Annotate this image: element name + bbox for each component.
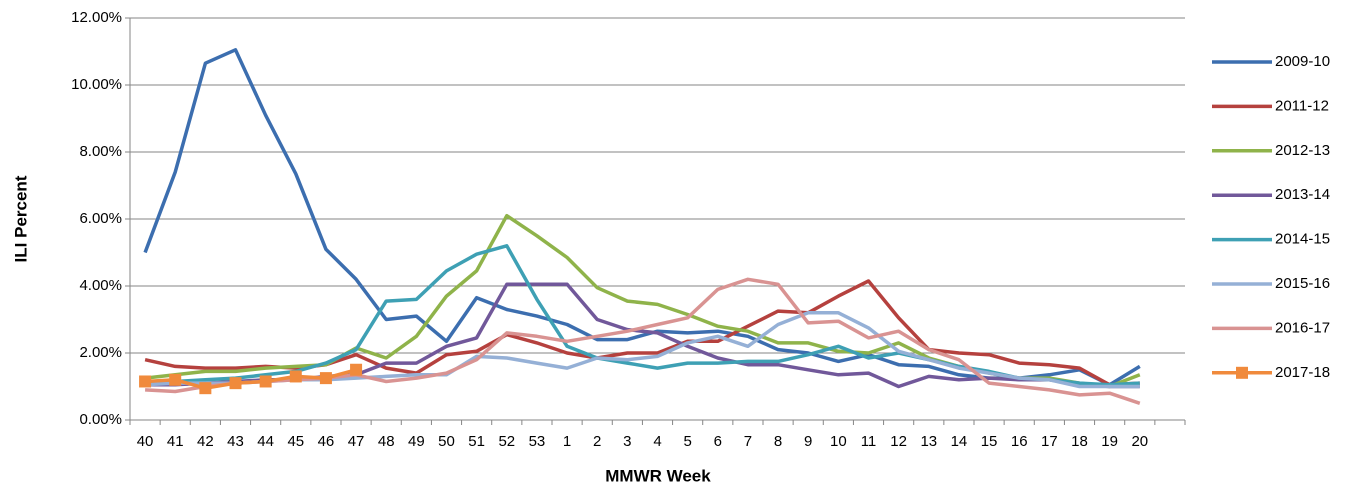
x-tick-label: 44 <box>257 433 274 450</box>
x-tick-label: 10 <box>830 433 847 450</box>
legend-label: 2014-15 <box>1275 231 1330 248</box>
x-tick-label: 18 <box>1071 433 1088 450</box>
point-marker <box>319 372 332 385</box>
x-tick-label: 3 <box>623 433 631 450</box>
point-marker <box>139 375 152 388</box>
y-tick-label: 8.00% <box>79 143 122 160</box>
legend-label: 2013-14 <box>1275 186 1330 203</box>
y-tick-label: 10.00% <box>71 76 122 93</box>
y-axis-title: ILI Percent <box>11 175 30 262</box>
series-line <box>143 48 1141 387</box>
y-tick-label: 0.00% <box>79 411 122 428</box>
x-tick-label: 47 <box>348 433 365 450</box>
y-tick-label: 12.00% <box>71 9 122 26</box>
x-tick-label: 51 <box>468 433 485 450</box>
x-tick-label: 9 <box>804 433 812 450</box>
x-tick-label: 6 <box>714 433 722 450</box>
legend-label: 2015-16 <box>1275 275 1330 292</box>
x-tick-label: 49 <box>408 433 425 450</box>
x-tick-label: 52 <box>498 433 515 450</box>
x-tick-label: 46 <box>318 433 335 450</box>
x-tick-label: 5 <box>683 433 691 450</box>
x-tick-label: 16 <box>1011 433 1028 450</box>
x-tick-label: 53 <box>529 433 546 450</box>
legend-label: 2016-17 <box>1275 319 1330 336</box>
point-marker <box>199 382 212 395</box>
x-tick-label: 7 <box>744 433 752 450</box>
legend-label: 2012-13 <box>1275 142 1330 159</box>
x-tick-label: 11 <box>861 433 877 450</box>
legend-label: 2011-12 <box>1275 97 1329 114</box>
x-tick-label: 42 <box>197 433 214 450</box>
series-line <box>144 213 1141 389</box>
x-tick-label: 1 <box>563 433 571 450</box>
point-marker <box>350 363 363 376</box>
x-tick-label: 8 <box>774 433 782 450</box>
y-tick-label: 2.00% <box>79 344 122 361</box>
legend-label: 2009-10 <box>1275 53 1330 70</box>
x-tick-label: 43 <box>227 433 244 450</box>
y-tick-label: 6.00% <box>79 210 122 227</box>
x-tick-label: 41 <box>167 433 184 450</box>
x-axis-title: MMWR Week <box>605 466 711 485</box>
series-line <box>145 244 1140 387</box>
x-tick-label: 48 <box>378 433 395 450</box>
x-tick-label: 50 <box>438 433 455 450</box>
x-tick-label: 12 <box>890 433 907 450</box>
point-marker <box>229 377 242 390</box>
x-tick-label: 4 <box>653 433 661 450</box>
x-tick-label: 15 <box>981 433 998 450</box>
x-tick-label: 13 <box>920 433 937 450</box>
x-tick-label: 14 <box>951 433 968 450</box>
x-tick-label: 19 <box>1101 433 1118 450</box>
point-marker <box>289 370 302 383</box>
legend-marker <box>1236 366 1248 379</box>
x-tick-label: 45 <box>287 433 304 450</box>
series-line <box>145 277 1141 405</box>
x-tick-label: 40 <box>137 433 154 450</box>
x-tick-label: 17 <box>1041 433 1058 450</box>
point-marker <box>259 375 272 388</box>
x-tick-label: 20 <box>1131 433 1148 450</box>
point-marker <box>169 373 182 386</box>
x-tick-label: 2 <box>593 433 601 450</box>
legend-label: 2017-18 <box>1275 364 1330 381</box>
y-tick-label: 4.00% <box>79 277 122 294</box>
